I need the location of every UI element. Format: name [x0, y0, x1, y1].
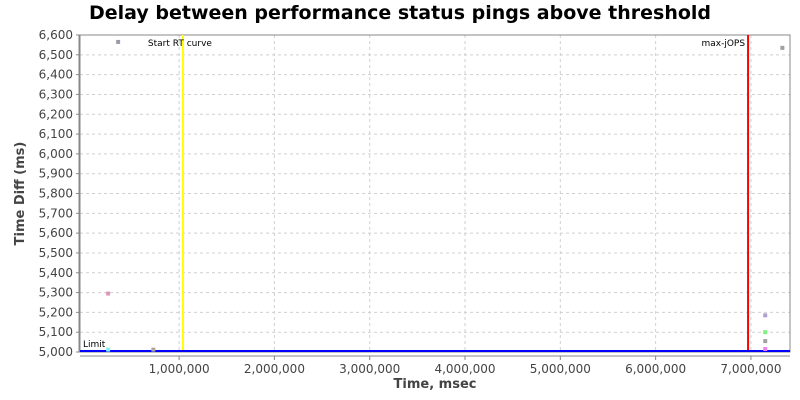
data-point — [106, 347, 111, 352]
y-tick-label: 5,900 — [39, 167, 73, 181]
data-point — [763, 330, 768, 335]
data-point — [116, 39, 121, 44]
y-tick-label: 6,200 — [39, 107, 73, 121]
y-tick-label: 5,100 — [39, 325, 73, 339]
x-tick-label: 7,000,000 — [720, 362, 781, 376]
y-tick-label: 5,200 — [39, 305, 73, 319]
y-tick-label: 5,700 — [39, 206, 73, 220]
data-point — [763, 339, 768, 344]
marker-label: max-jOPS — [701, 39, 745, 49]
data-point — [151, 347, 156, 352]
y-tick-label: 6,500 — [39, 48, 73, 62]
data-point — [763, 313, 768, 318]
y-tick-label: 5,000 — [39, 345, 73, 359]
y-tick-label: 5,500 — [39, 246, 73, 260]
data-point — [106, 291, 111, 296]
x-tick-label: 4,000,000 — [434, 362, 495, 376]
y-tick-label: 5,300 — [39, 286, 73, 300]
x-tick-label: 6,000,000 — [625, 362, 686, 376]
y-tick-label: 5,800 — [39, 187, 73, 201]
y-tick-label: 6,400 — [39, 68, 73, 82]
y-axis-label: Time Diff (ms) — [13, 142, 28, 246]
chart-title: Delay between performance status pings a… — [88, 2, 712, 24]
x-tick-label: 1,000,000 — [149, 362, 210, 376]
data-point — [763, 347, 768, 352]
y-tick-label: 5,400 — [39, 266, 73, 280]
y-tick-label: 6,600 — [39, 28, 73, 42]
y-tick-label: 5,600 — [39, 226, 73, 240]
data-point — [780, 45, 785, 50]
y-tick-label: 6,300 — [39, 87, 73, 101]
y-tick-label: 6,100 — [39, 127, 73, 141]
limit-label: Limit — [83, 340, 106, 350]
x-tick-label: 5,000,000 — [530, 362, 591, 376]
y-tick-label: 6,000 — [39, 147, 73, 161]
x-tick-label: 2,000,000 — [244, 362, 305, 376]
x-axis-label: Time, msec — [394, 377, 477, 392]
marker-label: Start RT curve — [148, 39, 212, 49]
x-tick-label: 3,000,000 — [339, 362, 400, 376]
